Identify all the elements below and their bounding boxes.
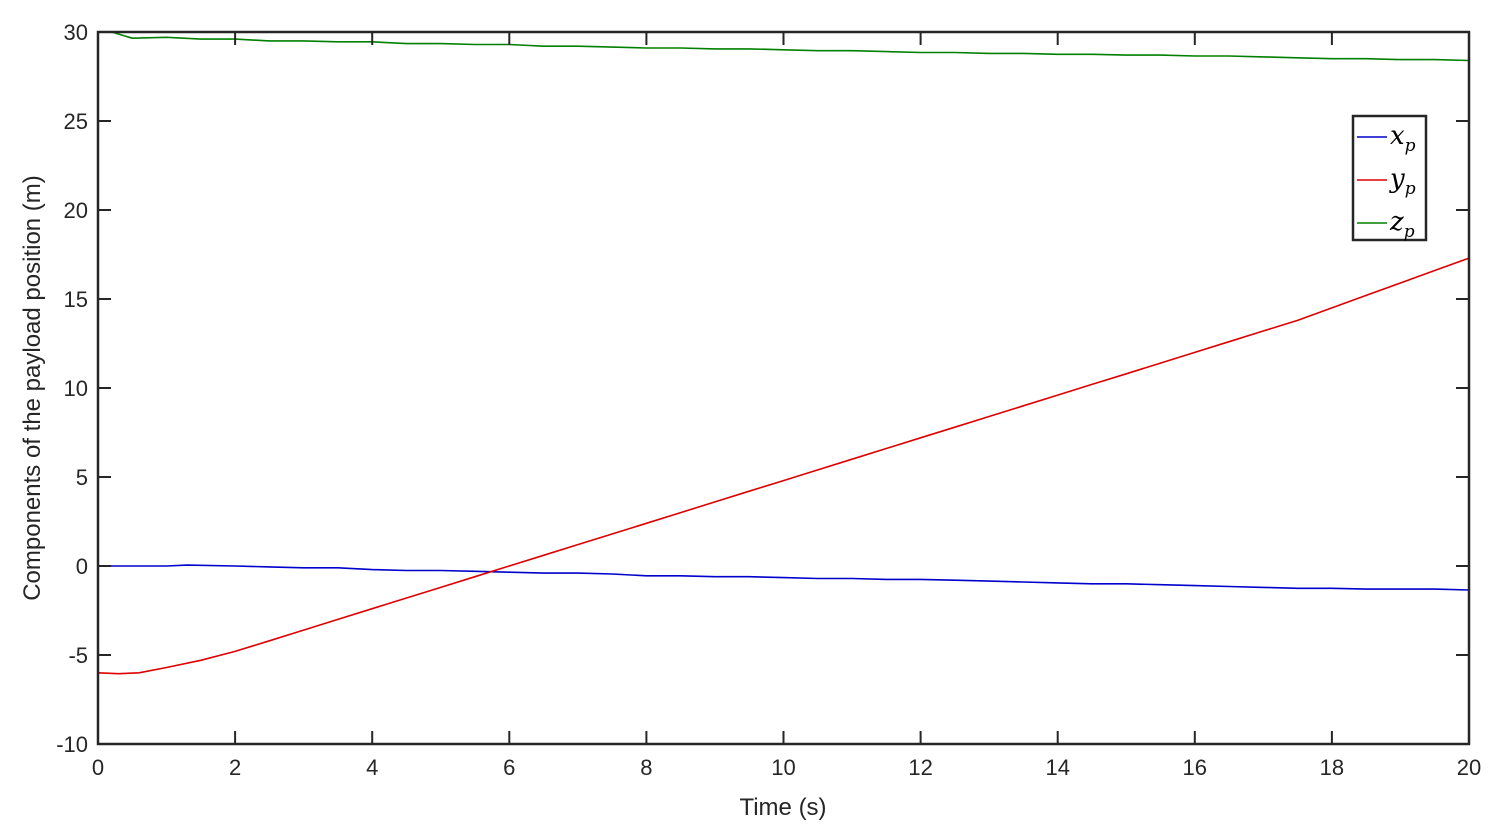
y-tick-labels: -10 -5 0 5 10 15 20 25 30	[56, 20, 88, 757]
x-tick-label: 6	[503, 755, 515, 780]
legend-entry: xp	[1390, 121, 1416, 156]
legend: xp yp zp	[1351, 114, 1428, 242]
series-line-x-p	[98, 564, 1469, 591]
x-tick-label: 20	[1457, 755, 1481, 780]
y-axis-label: Components of the payload position (m)	[19, 175, 46, 601]
x-tick-label: 8	[640, 755, 652, 780]
x-tick-label: 2	[229, 755, 241, 780]
x-tick-label: 12	[908, 755, 932, 780]
y-tick-label: -10	[56, 732, 88, 757]
series-layer	[98, 32, 1469, 675]
x-tick-label: 16	[1183, 755, 1207, 780]
x-tick-label: 14	[1045, 755, 1069, 780]
y-tick-label: 10	[64, 376, 88, 401]
legend-entry: yp	[1389, 164, 1416, 199]
y-tick-label: 15	[64, 287, 88, 312]
y-tick-label: -5	[68, 643, 88, 668]
x-tick-label: 4	[366, 755, 378, 780]
y-tick-label: 20	[64, 198, 88, 223]
x-tick-label: 10	[771, 755, 795, 780]
y-tick-label: 5	[76, 465, 88, 490]
x-tick-labels: 0 2 4 6 8 10 12 14 16 18 20	[92, 755, 1481, 780]
x-tick-label: 18	[1320, 755, 1344, 780]
y-tick-label: 25	[64, 109, 88, 134]
series-line-y-p	[98, 257, 1469, 675]
x-axis-label: Time (s)	[739, 794, 826, 821]
y-tick-label: 30	[64, 20, 88, 45]
y-tick-label: 0	[76, 554, 88, 579]
x-tick-label: 0	[92, 755, 104, 780]
legend-entry: zp	[1389, 207, 1415, 242]
series-line-z-p	[98, 32, 1469, 62]
plot-frame	[96, 30, 1471, 746]
